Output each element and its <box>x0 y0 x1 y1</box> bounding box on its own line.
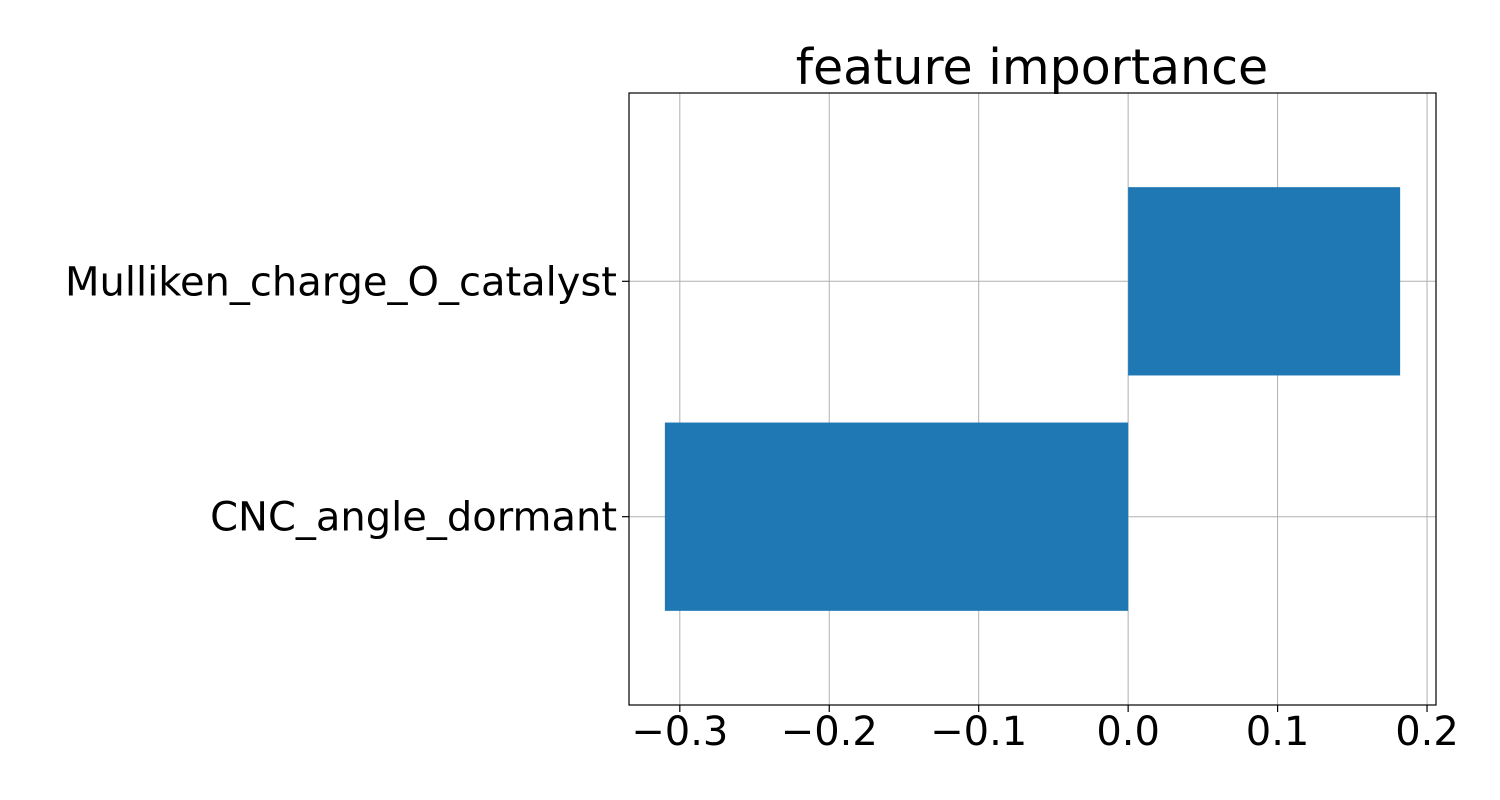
grid <box>629 93 1436 705</box>
chart-title: feature importance <box>796 39 1268 96</box>
bar-mulliken-charge-o-catalyst <box>1128 187 1401 376</box>
x-tick-label: 0.2 <box>1395 709 1459 755</box>
x-tick-label: 0.0 <box>1096 709 1160 755</box>
x-tick-label: −0.1 <box>930 709 1027 755</box>
bar-cnc-angle-dormant <box>664 422 1129 611</box>
bars <box>664 187 1401 611</box>
x-tick-label: 0.1 <box>1246 709 1310 755</box>
x-axis: −0.3 −0.2 −0.1 0.0 0.1 0.2 <box>631 705 1459 755</box>
x-tick-label: −0.3 <box>631 709 728 755</box>
y-tick-label: CNC_angle_dormant <box>210 495 617 541</box>
y-tick-label: Mulliken_charge_O_catalyst <box>65 259 617 305</box>
x-tick-label: −0.2 <box>781 709 878 755</box>
axes-frame <box>628 92 1437 706</box>
y-axis: CNC_angle_dormant Mulliken_charge_O_catal… <box>65 259 629 541</box>
